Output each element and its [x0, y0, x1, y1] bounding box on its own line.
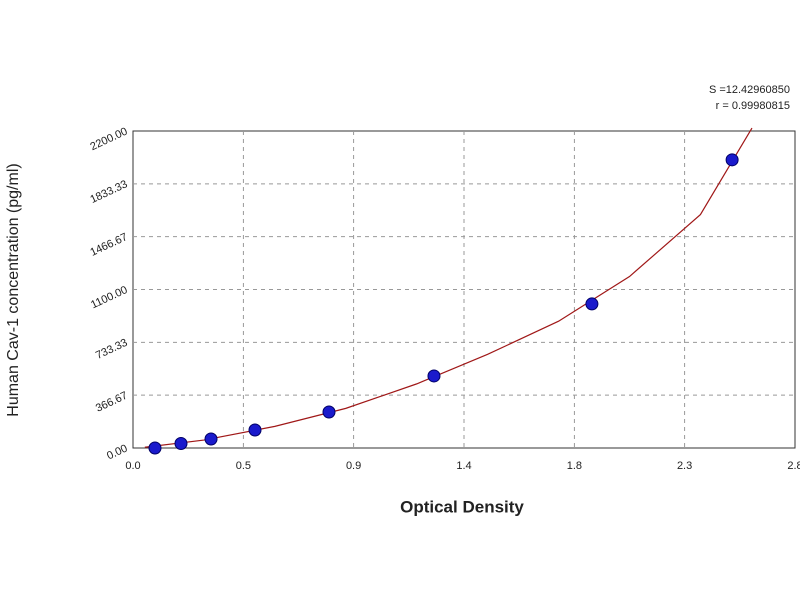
y-tick-label: 1466.67 [88, 231, 129, 259]
data-point [204, 432, 218, 446]
x-tick-label: 0.9 [346, 460, 361, 472]
data-point [322, 405, 336, 419]
annotation: r = 0.99980815 [716, 100, 790, 112]
x-tick-label: 1.8 [567, 460, 582, 472]
data-point [174, 436, 188, 450]
y-tick-label: 366.67 [94, 390, 130, 415]
y-tick-label: 1833.33 [88, 178, 129, 206]
x-tick-label: 2.8 [787, 460, 800, 472]
x-tick-label: 0.0 [125, 460, 140, 472]
x-tick-label: 2.3 [677, 460, 692, 472]
y-tick-label: 733.33 [94, 337, 130, 362]
fit-curve [144, 127, 753, 448]
data-point [148, 441, 162, 455]
data-point [427, 369, 441, 383]
x-tick-label: 1.4 [456, 460, 471, 472]
data-point [248, 423, 262, 437]
y-axis-label: Human Cav-1 concentration (pg/ml) [5, 163, 22, 416]
x-axis-label: Optical Density [400, 497, 524, 516]
data-point [725, 153, 739, 167]
y-tick-label: 1100.00 [89, 284, 129, 311]
annotation: S =12.42960850 [709, 84, 790, 96]
y-tick-label: 2200.00 [88, 125, 129, 153]
data-point [585, 297, 599, 311]
x-tick-label: 0.5 [236, 460, 251, 472]
